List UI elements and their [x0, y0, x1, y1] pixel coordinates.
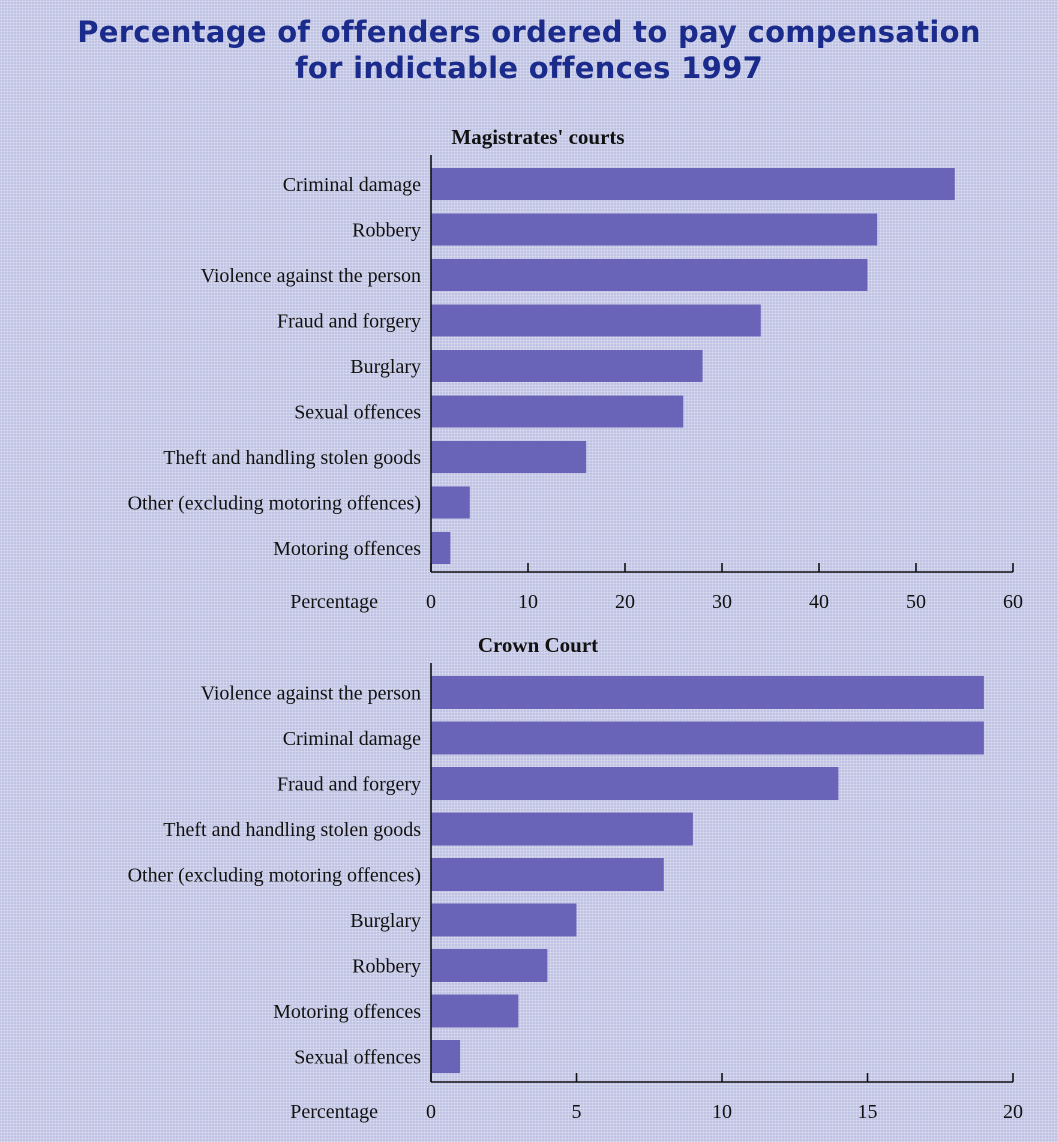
chart-title: Percentage of offenders ordered to pay c…	[0, 14, 1058, 86]
bar	[431, 395, 684, 428]
category-label: Theft and handling stolen goods	[163, 819, 421, 841]
bar	[431, 721, 984, 755]
x-tick-label: 20	[1003, 1101, 1023, 1123]
bar	[431, 532, 451, 564]
x-tick-label: 50	[906, 591, 926, 613]
category-label: Violence against the person	[201, 683, 421, 705]
bar	[431, 441, 587, 473]
category-label: Criminal damage	[283, 174, 421, 196]
bar	[431, 486, 470, 519]
bar	[431, 812, 693, 846]
category-label: Burglary	[350, 356, 421, 378]
x-axis-label: Percentage	[290, 591, 378, 613]
x-tick-label: 40	[809, 591, 829, 613]
category-label: Violence against the person	[201, 265, 421, 287]
bar	[431, 858, 664, 891]
x-tick-label: 30	[712, 591, 732, 613]
panel-title: Magistrates' courts	[451, 125, 624, 149]
category-label: Sexual offences	[294, 1047, 421, 1069]
category-label: Robbery	[352, 220, 421, 242]
category-label: Fraud and forgery	[277, 311, 421, 333]
x-tick-label: 0	[426, 591, 436, 613]
category-label: Theft and handling stolen goods	[163, 447, 421, 469]
category-label: Other (excluding motoring offences)	[128, 493, 421, 515]
category-label: Robbery	[352, 956, 421, 978]
x-tick-label: 15	[858, 1101, 878, 1123]
bar	[431, 1040, 461, 1073]
x-tick-label: 10	[712, 1101, 732, 1123]
chart-title-line-2: for indictable offences 1997	[294, 51, 764, 85]
x-axis-label: Percentage	[290, 1101, 378, 1123]
bar	[431, 213, 878, 246]
bar	[431, 259, 868, 291]
bar	[431, 168, 955, 200]
category-label: Criminal damage	[283, 728, 421, 750]
category-label: Other (excluding motoring offences)	[128, 865, 421, 887]
x-tick-label: 5	[572, 1101, 582, 1123]
x-tick-label: 20	[615, 591, 635, 613]
x-tick-label: 10	[518, 591, 538, 613]
x-tick-label: 60	[1003, 591, 1023, 613]
category-label: Motoring offences	[273, 1001, 421, 1023]
panel-title: Crown Court	[478, 633, 598, 657]
category-label: Burglary	[350, 910, 421, 932]
category-label: Motoring offences	[273, 538, 421, 560]
bar	[431, 949, 548, 982]
category-label: Fraud and forgery	[277, 774, 421, 796]
x-tick-label: 0	[426, 1101, 436, 1123]
category-label: Sexual offences	[294, 402, 421, 424]
bar	[431, 350, 703, 382]
bar	[431, 676, 984, 709]
bar	[431, 304, 761, 337]
chart-title-line-1: Percentage of offenders ordered to pay c…	[77, 15, 981, 49]
magistrates-courts-panel: Magistrates' courts Criminal damage Robber…	[128, 125, 1023, 613]
crown-court-panel: Crown Court Violence against the person Cr…	[128, 633, 1023, 1123]
bar	[431, 903, 577, 937]
bar	[431, 994, 519, 1028]
bar	[431, 767, 839, 800]
